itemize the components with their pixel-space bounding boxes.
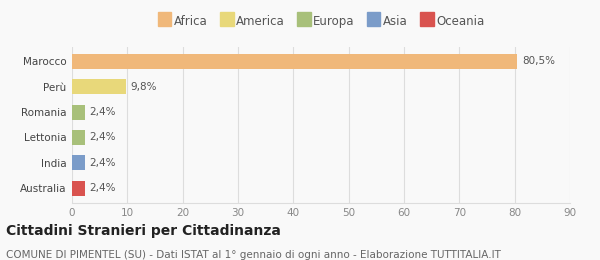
Text: 2,4%: 2,4% bbox=[90, 132, 116, 142]
Bar bbox=[72, 130, 85, 145]
Bar bbox=[72, 79, 126, 94]
Bar bbox=[72, 105, 85, 120]
Text: 9,8%: 9,8% bbox=[131, 82, 157, 92]
Text: Cittadini Stranieri per Cittadinanza: Cittadini Stranieri per Cittadinanza bbox=[6, 224, 281, 238]
Legend: Africa, America, Europa, Asia, Oceania: Africa, America, Europa, Asia, Oceania bbox=[158, 15, 484, 28]
Bar bbox=[72, 180, 85, 196]
Text: COMUNE DI PIMENTEL (SU) - Dati ISTAT al 1° gennaio di ogni anno - Elaborazione T: COMUNE DI PIMENTEL (SU) - Dati ISTAT al … bbox=[6, 250, 501, 259]
Text: 2,4%: 2,4% bbox=[90, 107, 116, 117]
Bar bbox=[72, 155, 85, 170]
Text: 2,4%: 2,4% bbox=[90, 158, 116, 168]
Text: 2,4%: 2,4% bbox=[90, 183, 116, 193]
Text: 80,5%: 80,5% bbox=[522, 56, 555, 67]
Bar bbox=[72, 54, 517, 69]
